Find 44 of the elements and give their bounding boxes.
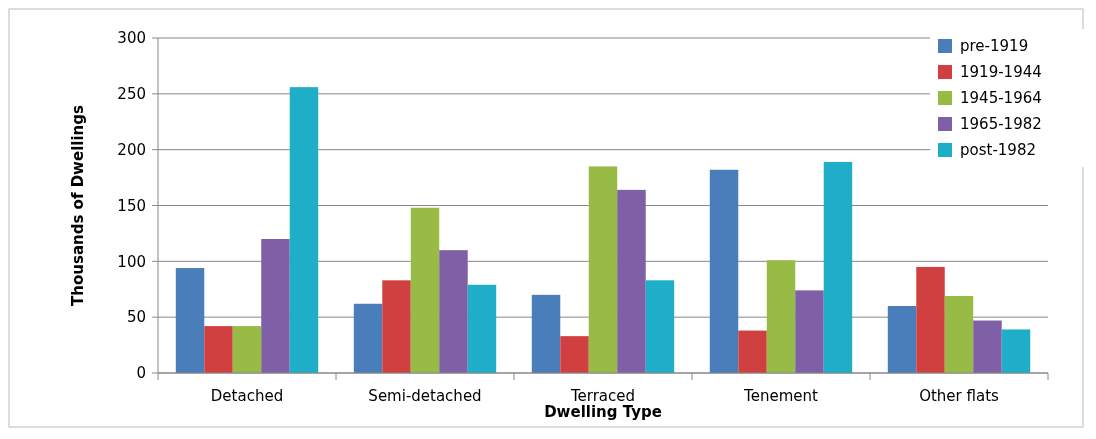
legend-label: pre-1919 [960,37,1029,56]
legend-label: post-1982 [960,141,1036,160]
bar [1001,329,1031,373]
x-tick-label: Tenement [743,387,819,405]
legend-label: 1919-1944 [960,63,1042,82]
legend-label: 1945-1964 [960,89,1042,108]
y-tick-label: 100 [117,252,146,271]
bar [645,280,675,373]
x-axis-title: Dwelling Type [544,403,662,421]
bar [973,320,1002,373]
bar [289,87,319,373]
bar [232,326,262,373]
x-tick-label: Semi-detached [368,387,482,405]
x-tick-label: Terraced [569,387,636,405]
bar [467,284,497,373]
y-tick-label: 250 [117,85,146,104]
bar [887,306,917,373]
bar [709,169,739,373]
bar [766,260,796,373]
bar [823,161,853,373]
bar [531,294,561,373]
bar [795,290,824,373]
bar [588,166,618,373]
y-tick-label: 0 [136,364,146,383]
bar [617,189,646,373]
x-tick-label: Other flats [919,387,1000,405]
bar [261,239,290,373]
bar [410,207,440,373]
y-tick-label: 50 [126,308,146,327]
bar [916,266,945,373]
y-tick-label: 300 [117,29,146,48]
x-tick-label: Detached [210,387,284,405]
legend-label: 1965-1982 [960,115,1042,134]
y-tick-label: 200 [117,140,146,159]
y-tick-label: 150 [117,196,146,215]
bar [439,250,468,373]
bar [944,295,974,373]
bar [204,326,233,373]
bar [175,268,205,373]
bar [382,280,411,373]
bar [560,336,589,373]
bar [738,330,767,373]
bar [353,303,383,373]
y-axis-title: Thousands of Dwellings [69,105,87,306]
